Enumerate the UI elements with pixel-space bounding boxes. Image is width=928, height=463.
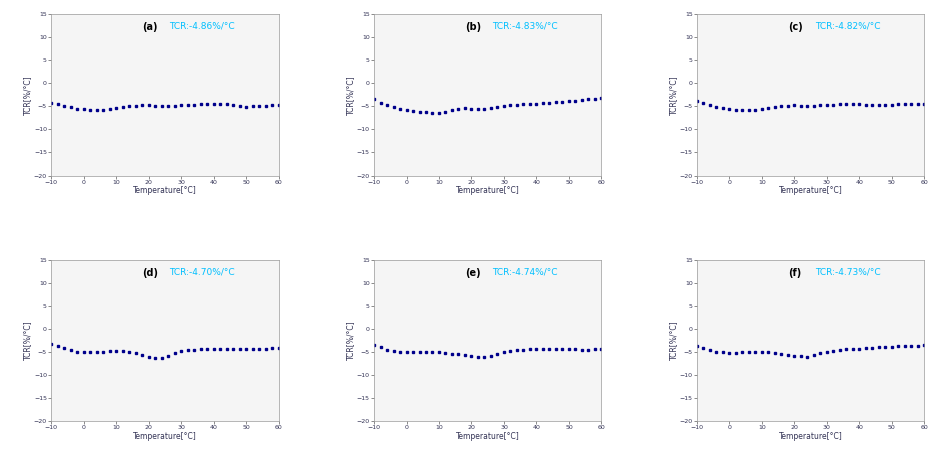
Y-axis label: TCR[%/°C]: TCR[%/°C]	[668, 321, 677, 360]
Text: TCR:-4.83%/°C: TCR:-4.83%/°C	[492, 22, 558, 31]
X-axis label: Temperature[°C]: Temperature[°C]	[133, 432, 197, 441]
X-axis label: Temperature[°C]: Temperature[°C]	[778, 432, 842, 441]
Text: TCR:-4.82%/°C: TCR:-4.82%/°C	[815, 22, 880, 31]
X-axis label: Temperature[°C]: Temperature[°C]	[456, 432, 519, 441]
Y-axis label: TCR[%/°C]: TCR[%/°C]	[668, 75, 677, 114]
Text: TCR:-4.73%/°C: TCR:-4.73%/°C	[815, 268, 880, 277]
Y-axis label: TCR[%/°C]: TCR[%/°C]	[346, 321, 354, 360]
Text: (d): (d)	[142, 268, 158, 278]
Text: (c): (c)	[787, 22, 802, 32]
Y-axis label: TCR[%/°C]: TCR[%/°C]	[346, 75, 354, 114]
X-axis label: Temperature[°C]: Temperature[°C]	[778, 186, 842, 195]
X-axis label: Temperature[°C]: Temperature[°C]	[133, 186, 197, 195]
Y-axis label: TCR[%/°C]: TCR[%/°C]	[23, 75, 32, 114]
Text: TCR:-4.70%/°C: TCR:-4.70%/°C	[169, 268, 235, 277]
Text: (a): (a)	[142, 22, 158, 32]
Y-axis label: TCR[%/°C]: TCR[%/°C]	[23, 321, 32, 360]
Text: TCR:-4.86%/°C: TCR:-4.86%/°C	[169, 22, 235, 31]
Text: (f): (f)	[787, 268, 800, 278]
X-axis label: Temperature[°C]: Temperature[°C]	[456, 186, 519, 195]
Text: (b): (b)	[465, 22, 481, 32]
Text: (e): (e)	[465, 268, 480, 278]
Text: TCR:-4.74%/°C: TCR:-4.74%/°C	[492, 268, 557, 277]
